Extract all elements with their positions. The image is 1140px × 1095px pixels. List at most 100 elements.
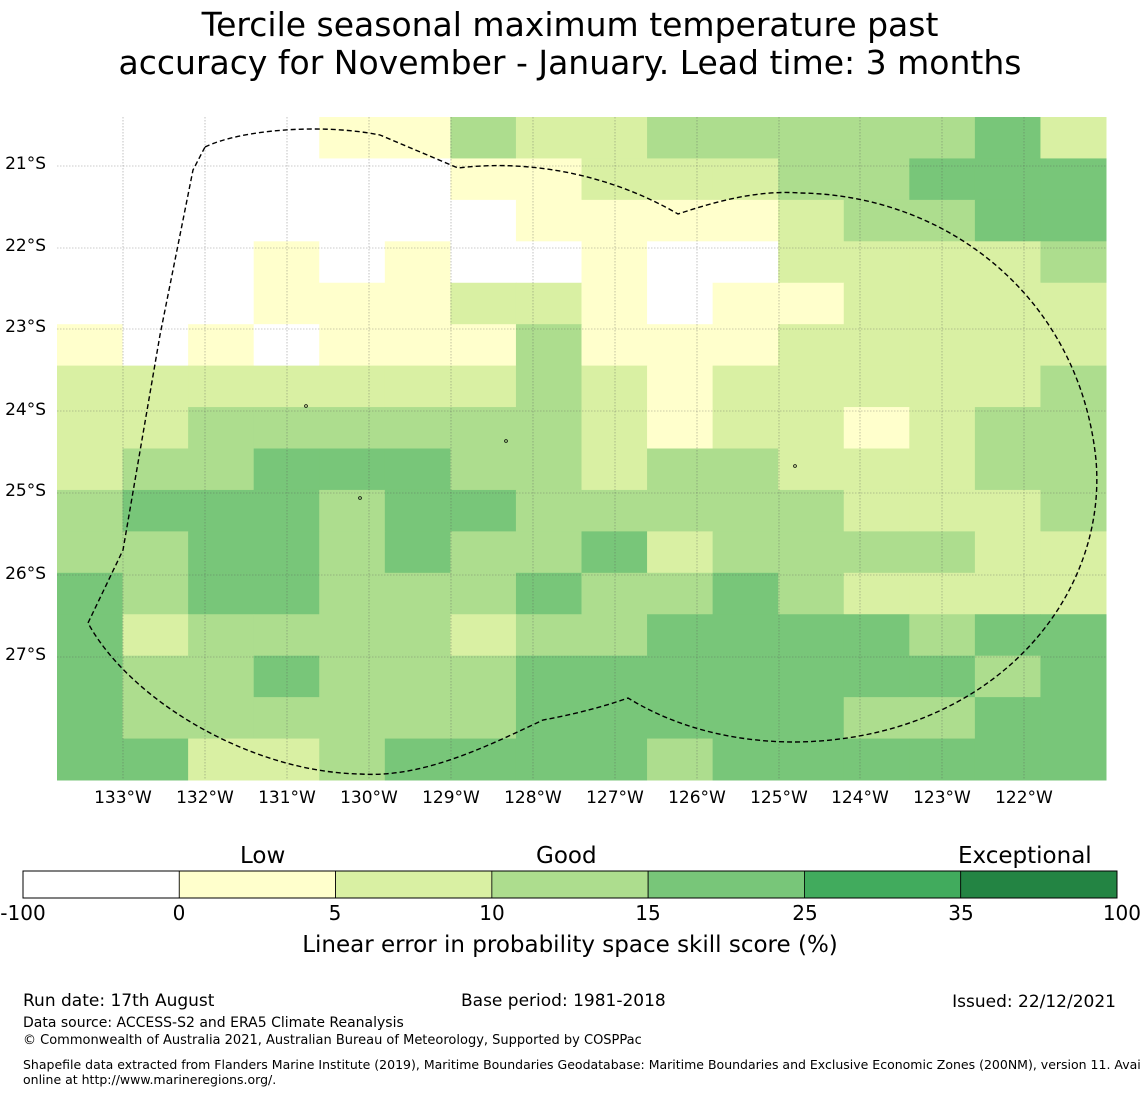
heatmap-cell [384,158,451,201]
heatmap-cell [515,324,582,367]
heatmap-cell [384,572,451,615]
legend-category-exceptional: Exceptional [958,843,1092,869]
heatmap-cell [384,282,451,325]
heatmap-cell [515,117,582,159]
heatmap-cell [843,448,910,491]
eez-boundary [87,128,1098,776]
heatmap-cell [909,199,976,242]
heatmap-cell [712,655,779,698]
heatmap-cell [843,158,910,201]
heatmap-cell [515,448,582,491]
heatmap-cell [515,158,582,201]
heatmap-cell [581,572,648,615]
heatmap-cell [1040,199,1107,242]
heatmap-cell [778,448,845,491]
heatmap-cell [384,365,451,408]
heatmap-cell [450,655,517,698]
issued-date: Issued: 22/12/2021 [952,992,1116,1012]
heatmap-cell [843,531,910,574]
heatmap-cell [974,448,1041,491]
heatmap-cell [319,489,386,532]
heatmap-cell [384,655,451,698]
heatmap-cell [57,655,124,698]
heatmap-cell [1040,117,1107,159]
map-title: Tercile seasonal maximum temperature pas… [0,6,1140,82]
heatmap-cell [253,614,320,657]
heatmap-cell [515,282,582,325]
heatmap-cell [515,199,582,242]
heatmap-cell [57,324,124,367]
heatmap-cell [450,489,517,532]
island-outline [358,496,362,500]
heatmap-cell [712,241,779,284]
colorbar-segment [647,870,805,899]
heatmap-cell [712,282,779,325]
heatmap-cell [974,365,1041,408]
heatmap-cell [974,614,1041,657]
lon-label-129: 129°W [422,788,480,808]
heatmap-cell [122,365,189,408]
heatmap-cell [778,365,845,408]
heatmap-cell [843,282,910,325]
heatmap-cell [319,655,386,698]
heatmap-cell [778,117,845,159]
heatmap-cell [450,282,517,325]
heatmap-cell [778,282,845,325]
heatmap-cell [188,448,255,491]
heatmap-cell [647,117,714,159]
legend-tick-5: 5 [328,901,342,925]
heatmap-cell [1040,241,1107,284]
heatmap-cell [253,407,320,449]
heatmap-cell [253,365,320,408]
lat-label-22: 22°S [5,236,46,256]
heatmap-cell [319,117,386,159]
island-outline [304,404,308,408]
heatmap-cell [515,531,582,574]
heatmap-cell [122,448,189,491]
heatmap-cell [188,241,255,284]
heatmap-cell [319,282,386,325]
heatmap-cell [909,117,976,159]
colorbar-segment [335,870,493,899]
heatmap-cell [319,199,386,242]
heatmap-cell [974,738,1041,781]
heatmap-cell [581,365,648,408]
heatmap-cell [909,489,976,532]
heatmap-cell [319,324,386,367]
heatmap-cell [57,572,124,615]
heatmap-cell [1040,324,1107,367]
legend-tick-15: 15 [635,901,661,925]
heatmap-cell [122,199,189,242]
heatmap-cell [1040,282,1107,325]
heatmap-cell [647,655,714,698]
colorbar-segment [960,870,1118,899]
heatmap-cell [843,407,910,449]
lon-label-126: 126°W [668,788,726,808]
heatmap-cell [450,614,517,657]
heatmap-cell [384,448,451,491]
heatmap-cell [450,531,517,574]
heatmap-cell [188,572,255,615]
run-date: Run date: 17th August [23,991,215,1011]
heatmap-cell [581,614,648,657]
heatmap-cell [712,117,779,159]
heatmap-cell [778,489,845,532]
heatmap-cell [122,158,189,201]
heatmap-cell [712,324,779,367]
heatmap-cell [57,614,124,657]
heatmap-cell [450,448,517,491]
heatmap-cell [319,241,386,284]
heatmap-cell [974,158,1041,201]
heatmap-cell [974,117,1041,159]
heatmap-cell [843,365,910,408]
heatmap-cell [450,158,517,201]
heatmap-cell [384,489,451,532]
heatmap-cell [974,241,1041,284]
heatmap-cell [515,655,582,698]
heatmap-cell [122,697,189,740]
heatmap-cell [57,365,124,408]
heatmap-cell [778,407,845,449]
heatmap-cell [974,282,1041,325]
legend-category-good: Good [536,843,597,869]
